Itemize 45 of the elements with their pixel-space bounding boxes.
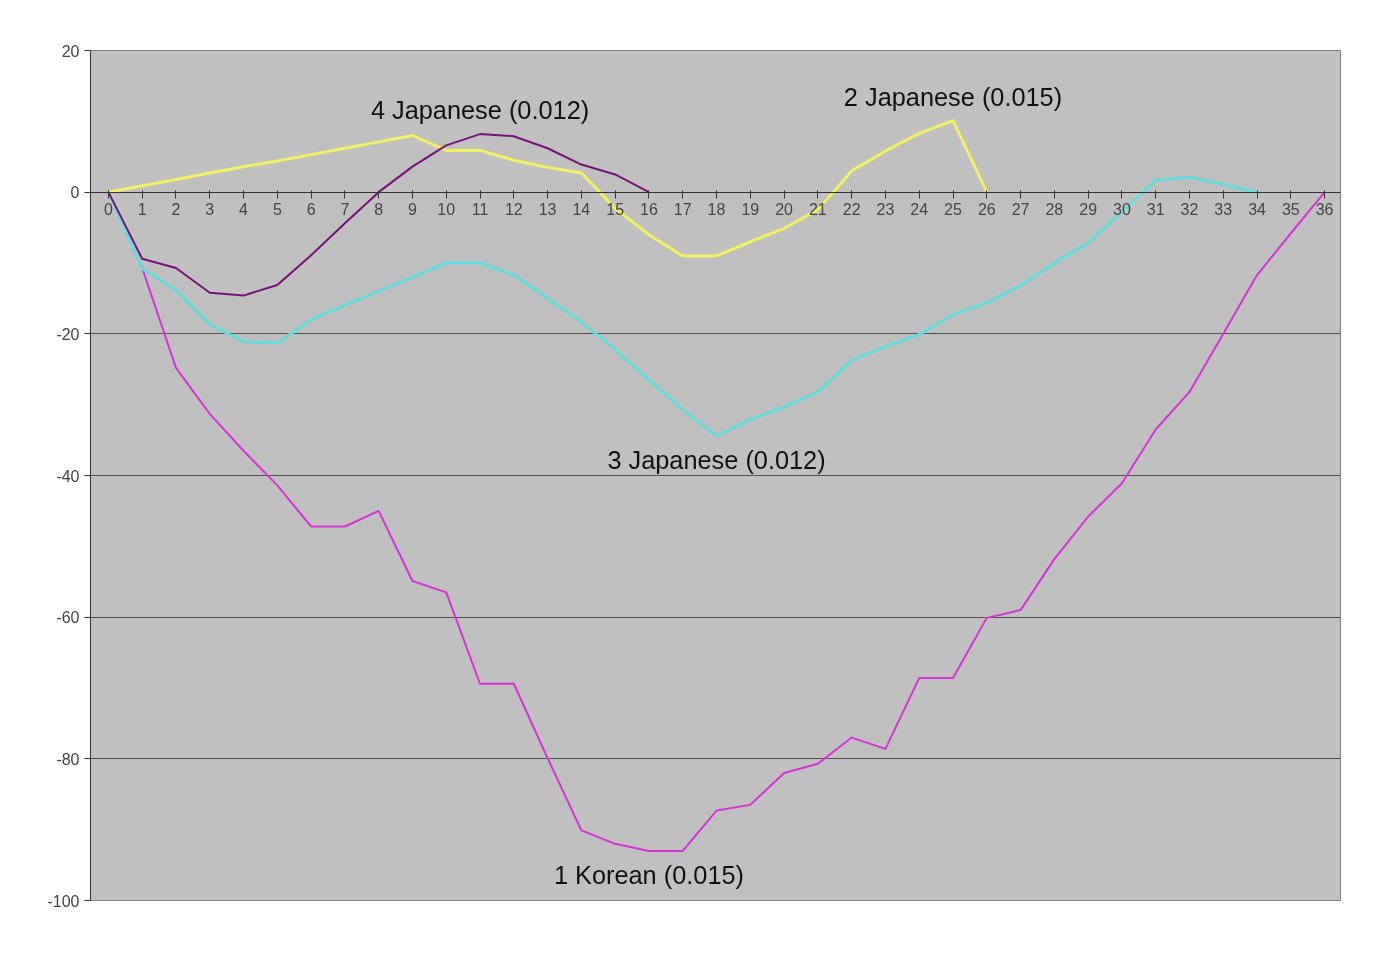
x-tick-label: 33 (1214, 201, 1233, 219)
y-tick-label: -100 (47, 892, 80, 910)
x-tick-label: 26 (977, 201, 996, 219)
x-tick-label: 22 (842, 201, 861, 219)
y-tick-label: -80 (56, 750, 80, 768)
y-tick-label: -60 (56, 609, 80, 627)
x-tick-label: 9 (408, 201, 418, 219)
y-tick-label: 20 (61, 42, 80, 60)
series-label: 4 Japanese (0.012) (370, 96, 590, 125)
x-tick-label: 17 (673, 201, 692, 219)
x-tick-label: 24 (910, 201, 929, 219)
x-tick-label: 20 (775, 201, 794, 219)
x-tick-label: 16 (640, 201, 658, 219)
x-tick-label: 12 (504, 201, 523, 219)
x-tick-label: 29 (1079, 201, 1098, 219)
x-tick-label: 36 (1315, 201, 1334, 219)
x-tick-label: 14 (572, 201, 591, 219)
x-tick-label: 32 (1180, 201, 1199, 219)
series-label: 2 Japanese (0.015) (843, 82, 1063, 111)
x-tick-label: 1 (137, 201, 147, 219)
x-tick-label: 3 (205, 201, 215, 219)
x-tick-label: 5 (272, 201, 282, 219)
x-tick-label: 13 (538, 201, 557, 219)
x-tick-label: 8 (374, 201, 384, 219)
x-tick-label: 31 (1146, 201, 1165, 219)
x-tick-label: 10 (437, 201, 456, 219)
x-tick-label: 19 (741, 201, 760, 219)
x-tick-label: 0 (103, 201, 113, 219)
y-tick-label: -40 (56, 467, 80, 485)
x-tick-label: 11 (471, 201, 489, 219)
x-tick-label: 34 (1248, 201, 1267, 219)
y-tick-label: -20 (56, 325, 80, 343)
x-tick-label: 2 (171, 201, 181, 219)
x-tick-label: 25 (944, 201, 962, 219)
y-tick-label: 0 (70, 184, 80, 202)
series-label: 3 Japanese (0.012) (607, 445, 826, 474)
series-label: 1 Korean (0.015) (553, 860, 744, 889)
x-tick-label: 18 (707, 201, 726, 219)
x-tick-label: 6 (306, 201, 316, 219)
x-tick-label: 7 (340, 201, 350, 219)
x-tick-label: 35 (1281, 201, 1300, 219)
x-tick-label: 28 (1045, 201, 1064, 219)
x-tick-label: 27 (1011, 201, 1030, 219)
x-tick-label: 23 (876, 201, 895, 219)
x-tick-label: 4 (239, 201, 249, 219)
